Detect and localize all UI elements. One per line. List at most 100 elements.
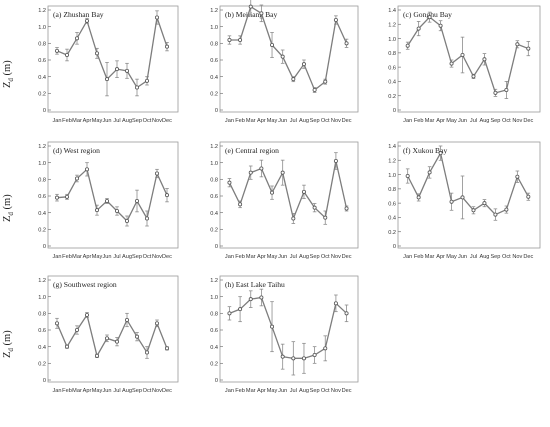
x-tick-label: Jan xyxy=(225,254,234,260)
y-tick-label: 0.4 xyxy=(210,345,218,351)
chart-panel-4: 0 0.2 0.4 0.6 0.8 1.0 1.2 Jan Feb Mar Apr May Jun Jul… xyxy=(38,141,179,260)
x-tick-label: Aug xyxy=(479,254,489,260)
y-tick-label: 1.4 xyxy=(388,8,396,14)
x-tick-label: Jul xyxy=(113,118,120,124)
data-point xyxy=(301,62,306,67)
plot-frame xyxy=(219,141,359,249)
data-point xyxy=(164,193,169,198)
data-point xyxy=(154,321,159,326)
y-tick-label: 0.2 xyxy=(38,92,46,98)
x-tick-label: May xyxy=(267,388,278,394)
x-tick-label: Jul xyxy=(290,254,297,260)
x-tick-label: Dec xyxy=(342,118,352,124)
x-tick-label: Jun xyxy=(278,254,287,260)
x-tick-label: Sep xyxy=(310,388,320,394)
x-tick-label: Sep xyxy=(132,254,142,260)
x-tick-label: May xyxy=(92,254,103,260)
y-tick-label: 0 xyxy=(393,108,396,114)
data-point xyxy=(312,88,317,93)
x-tick-label: Feb xyxy=(235,388,245,394)
y-tick-label: 0.6 xyxy=(388,201,396,207)
x-tick-label: Jun xyxy=(102,118,111,124)
x-tick-label: Dec xyxy=(523,254,533,260)
x-tick-label: Aug xyxy=(299,254,309,260)
data-point xyxy=(144,350,149,355)
x-tick-label: Jun xyxy=(102,254,111,260)
x-tick-label: Dec xyxy=(523,118,533,124)
data-point xyxy=(291,77,296,82)
x-tick-label: Jun xyxy=(278,118,287,124)
data-point xyxy=(55,321,60,326)
y-tick-label: 0 xyxy=(43,378,46,384)
x-tick-label: Dec xyxy=(342,254,352,260)
data-point xyxy=(504,88,509,93)
data-point xyxy=(105,77,110,82)
plot-frame xyxy=(47,5,179,113)
y-tick-label: 0.2 xyxy=(388,94,396,100)
data-point xyxy=(227,38,232,43)
data-point xyxy=(75,36,80,41)
x-tick-label: Sep xyxy=(132,388,142,394)
y-tick-label: 1.2 xyxy=(38,8,46,14)
data-point xyxy=(438,23,443,28)
y-tick-label: 0 xyxy=(215,108,218,114)
y-tick-label: 1.2 xyxy=(388,158,396,164)
data-point xyxy=(238,307,243,312)
data-point xyxy=(134,334,139,339)
x-tick-label: Jan xyxy=(52,254,61,260)
x-tick-label: Sep xyxy=(490,254,500,260)
data-point xyxy=(238,202,243,207)
y-tick-label: 1.2 xyxy=(210,144,218,150)
data-point xyxy=(95,51,100,56)
x-tick-label: Nov xyxy=(331,118,341,124)
y-tick-label: 1.2 xyxy=(210,278,218,284)
y-tick-label: 0.6 xyxy=(38,58,46,64)
x-tick-label: Aug xyxy=(479,118,489,124)
x-tick-label: Sep xyxy=(310,254,320,260)
data-point xyxy=(248,297,253,302)
series-line xyxy=(407,16,529,94)
data-point xyxy=(125,68,130,73)
x-tick-label: May xyxy=(446,118,457,124)
data-point xyxy=(405,173,410,178)
x-tick-label: Jun xyxy=(278,388,287,394)
series-line xyxy=(56,313,168,358)
panel-title: (e) Central region xyxy=(225,146,279,155)
x-tick-label: Nov xyxy=(152,388,162,394)
data-point xyxy=(280,54,285,59)
y-tick-label: 0.4 xyxy=(210,211,218,217)
data-point xyxy=(65,53,70,58)
plot-frame xyxy=(219,275,359,383)
x-tick-label: Jun xyxy=(458,118,467,124)
panel-title: (b) Meiliang Bay xyxy=(225,10,278,19)
panel-title: (a) Zhushan Bay xyxy=(53,10,104,19)
x-tick-label: Oct xyxy=(143,118,152,124)
series-line xyxy=(56,168,168,223)
y-tick-label: 0.2 xyxy=(210,228,218,234)
data-point xyxy=(526,46,531,51)
x-tick-label: Nov xyxy=(512,254,522,260)
data-point xyxy=(115,208,120,213)
data-point xyxy=(333,301,338,306)
y-tick-label: 0.6 xyxy=(210,58,218,64)
data-point xyxy=(75,327,80,332)
y-tick-label: 0.8 xyxy=(210,312,218,318)
y-tick-label: 1.0 xyxy=(210,25,218,31)
x-tick-label: Jan xyxy=(52,118,61,124)
data-point xyxy=(115,67,120,72)
x-tick-label: Sep xyxy=(490,118,500,124)
x-tick-label: Apr xyxy=(83,118,92,124)
y-tick-label: 0.2 xyxy=(210,92,218,98)
x-tick-label: Oct xyxy=(143,254,152,260)
data-point xyxy=(515,174,520,179)
y-tick-label: 1.2 xyxy=(38,144,46,150)
x-tick-label: Mar xyxy=(72,254,82,260)
x-tick-label: Jul xyxy=(470,254,477,260)
x-tick-label: Feb xyxy=(414,118,424,124)
y-tick-label: 0.6 xyxy=(38,328,46,334)
x-tick-label: Apr xyxy=(257,388,266,394)
y-tick-label: 0.6 xyxy=(210,194,218,200)
y-tick-label: 1.0 xyxy=(388,37,396,43)
x-tick-label: Apr xyxy=(83,388,92,394)
y-tick-label: 0.6 xyxy=(210,328,218,334)
